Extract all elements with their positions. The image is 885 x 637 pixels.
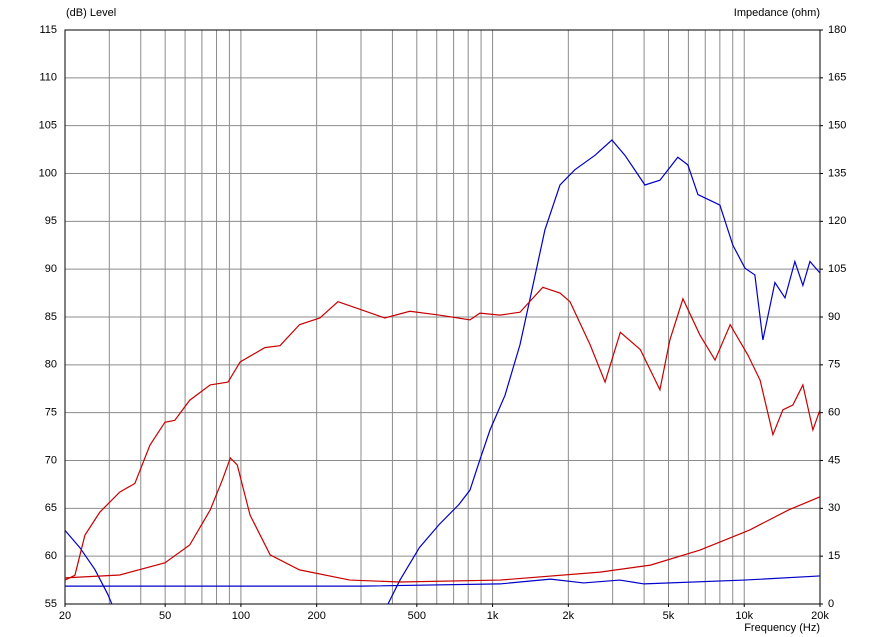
y-tick-label: 100 — [39, 167, 57, 179]
y-tick-label: 110 — [39, 72, 57, 84]
y2-tick-label: 30 — [828, 502, 840, 514]
series-line — [65, 456, 820, 583]
y-tick-label: 95 — [45, 215, 57, 227]
x-tick-label: 50 — [159, 610, 171, 622]
plot-frame — [64, 29, 821, 605]
y-tick-label: 105 — [39, 120, 57, 132]
series-line — [65, 286, 820, 581]
x-tick-label: 500 — [408, 610, 426, 622]
x-tick-label: 2k — [563, 610, 575, 622]
y2-tick-label: 135 — [828, 167, 846, 179]
y2-tick-label: 165 — [828, 72, 846, 84]
y2-tick-label: 180 — [828, 24, 846, 36]
y-tick-label: 60 — [45, 550, 57, 562]
x-tick-label: 100 — [232, 610, 250, 622]
y2-axis-label: Impedance (ohm) — [734, 7, 820, 19]
series-line — [65, 575, 820, 587]
y-tick-label: 80 — [45, 359, 57, 371]
y-tick-label: 70 — [45, 454, 57, 466]
series-line — [65, 139, 820, 604]
y-tick-label: 75 — [45, 407, 57, 419]
y-tick-label: 85 — [45, 311, 57, 323]
x-tick-label: 200 — [307, 610, 325, 622]
y2-tick-label: 120 — [828, 215, 846, 227]
x-axis-label: Frequency (Hz) — [744, 622, 820, 634]
y-axis-label: (dB) Level — [66, 7, 116, 19]
y2-tick-label: 90 — [828, 311, 840, 323]
x-tick-label: 10k — [735, 610, 753, 622]
x-tick-label: 5k — [663, 610, 675, 622]
y2-tick-label: 60 — [828, 407, 840, 419]
y2-tick-label: 150 — [828, 120, 846, 132]
y-tick-label: 55 — [45, 598, 57, 610]
y2-tick-label: 75 — [828, 359, 840, 371]
y-tick-label: 115 — [39, 24, 57, 36]
y2-tick-label: 45 — [828, 454, 840, 466]
y-tick-label: 90 — [45, 263, 57, 275]
y2-tick-label: 15 — [828, 550, 840, 562]
x-tick-label: 20 — [59, 610, 71, 622]
y2-tick-label: 105 — [828, 263, 846, 275]
y2-tick-label: 0 — [828, 598, 834, 610]
y-tick-label: 65 — [45, 502, 57, 514]
x-tick-label: 1k — [487, 610, 499, 622]
x-tick-label: 20k — [811, 610, 829, 622]
